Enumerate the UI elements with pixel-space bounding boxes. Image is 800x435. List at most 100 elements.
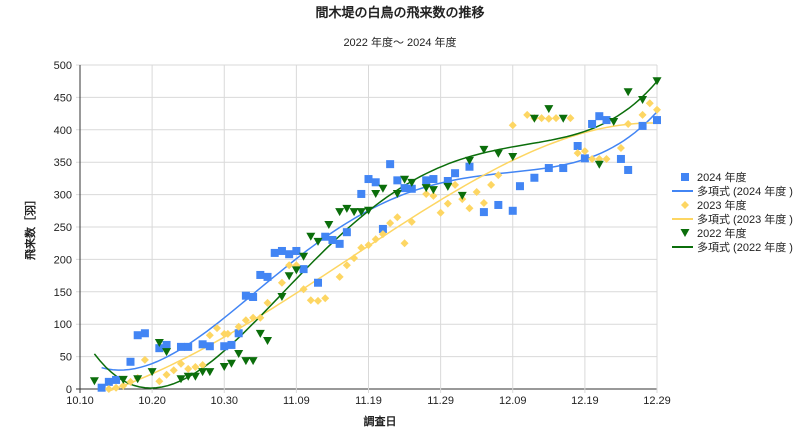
data-point-diamond — [400, 239, 409, 248]
data-point-triangle — [356, 208, 366, 217]
y-tick-label: 200 — [54, 254, 72, 266]
data-point-diamond — [602, 154, 611, 163]
data-point-triangle — [226, 359, 236, 368]
data-point-diamond — [436, 208, 445, 217]
x-tick-label: 12.19 — [571, 395, 599, 407]
data-point-square — [407, 184, 416, 193]
data-point-triangle — [118, 375, 128, 384]
data-point-square — [357, 189, 366, 198]
data-point-diamond — [104, 385, 113, 393]
data-point-triangle — [133, 375, 143, 384]
data-point-square — [342, 228, 351, 237]
data-point-diamond — [350, 254, 359, 263]
trendline — [93, 80, 658, 389]
data-point-diamond — [422, 189, 431, 198]
data-point-square — [133, 331, 142, 340]
data-point-triangle — [342, 204, 352, 213]
data-point-diamond — [249, 313, 258, 322]
data-point-diamond — [314, 296, 323, 305]
data-point-diamond — [241, 316, 250, 325]
x-tick-label: 10.10 — [66, 395, 94, 407]
data-point-square — [176, 342, 185, 351]
data-point-square — [465, 162, 474, 171]
data-point-triangle — [652, 77, 662, 86]
data-point-square — [393, 176, 402, 185]
y-tick-label: 250 — [54, 222, 72, 234]
data-point-triangle — [241, 357, 251, 366]
data-point-triangle — [443, 182, 453, 191]
data-point-triangle — [508, 153, 518, 162]
data-point-triangle — [176, 375, 186, 384]
y-axis-title: 飛来数［羽］ — [23, 194, 37, 261]
data-point-diamond — [580, 147, 589, 156]
data-point-triangle — [154, 338, 164, 347]
data-point-diamond — [223, 329, 232, 338]
data-point-triangle — [400, 175, 410, 184]
data-point-diamond — [479, 199, 488, 208]
y-tick-label: 0 — [66, 384, 72, 396]
data-point-triangle — [544, 105, 554, 114]
data-point-diamond — [263, 298, 272, 307]
data-point-triangle — [364, 206, 373, 215]
data-point-diamond — [465, 204, 474, 213]
data-point-square — [292, 246, 301, 255]
data-point-square — [400, 184, 409, 193]
data-point-triangle — [313, 237, 323, 246]
y-tick-label: 400 — [54, 125, 72, 137]
data-point-diamond — [364, 241, 373, 250]
data-point-triangle — [89, 377, 99, 386]
legend-label: 2023 年度 — [697, 198, 747, 212]
data-point-square — [451, 169, 460, 178]
data-point-diamond — [234, 322, 243, 331]
legend-label: 2022 年度 — [697, 226, 747, 240]
data-point-square — [580, 154, 589, 163]
data-point-triangle — [392, 189, 402, 198]
data-point-square — [479, 208, 488, 217]
data-point-triangle — [349, 208, 359, 217]
data-point-diamond — [588, 154, 597, 163]
data-point-square — [638, 121, 647, 130]
data-point-square — [602, 116, 611, 125]
data-point-triangle — [255, 329, 265, 338]
x-tick-label: 11.19 — [355, 395, 382, 407]
data-point-diamond — [451, 180, 460, 189]
data-point-diamond — [523, 110, 532, 119]
data-points — [89, 77, 662, 393]
data-point-square — [328, 235, 337, 244]
legend-label: 多項式 (2023 年度 ) — [697, 212, 793, 226]
data-point-square — [378, 224, 387, 233]
data-point-triangle — [263, 337, 273, 346]
data-point-diamond — [653, 105, 661, 114]
data-point-diamond — [472, 188, 481, 197]
data-point-diamond — [299, 285, 308, 294]
data-point-square — [285, 250, 294, 259]
data-point-square — [234, 329, 243, 338]
data-point-triangle — [147, 368, 157, 377]
data-point-triangle — [457, 191, 467, 200]
data-point-triangle — [529, 114, 539, 123]
data-point-triangle — [558, 114, 568, 123]
data-point-diamond — [162, 370, 171, 379]
data-point-triangle — [183, 372, 193, 381]
data-point-diamond — [184, 364, 193, 373]
axis-labels: 0 50 100 150 200 250 300 350 400 450 500 10.10 10.20… — [54, 60, 671, 407]
data-point-square — [386, 160, 395, 169]
data-point-diamond — [176, 359, 185, 368]
data-point-diamond — [566, 114, 575, 123]
data-point-diamond — [321, 294, 330, 303]
data-point-diamond — [638, 110, 647, 119]
data-point-diamond — [191, 362, 200, 371]
y-tick-label: 450 — [54, 92, 72, 104]
data-point-diamond — [443, 199, 452, 208]
chart-title: 間木堤の白鳥の飛来数の推移 — [315, 5, 484, 20]
data-point-square — [112, 375, 121, 384]
data-point-square — [220, 342, 229, 351]
data-point-diamond — [407, 217, 416, 226]
data-point-diamond — [169, 366, 178, 375]
data-point-triangle — [371, 189, 381, 198]
data-point-square — [653, 116, 661, 125]
x-tick-label: 11.09 — [283, 395, 310, 407]
data-point-diamond — [508, 121, 517, 130]
data-point-diamond — [205, 331, 214, 340]
